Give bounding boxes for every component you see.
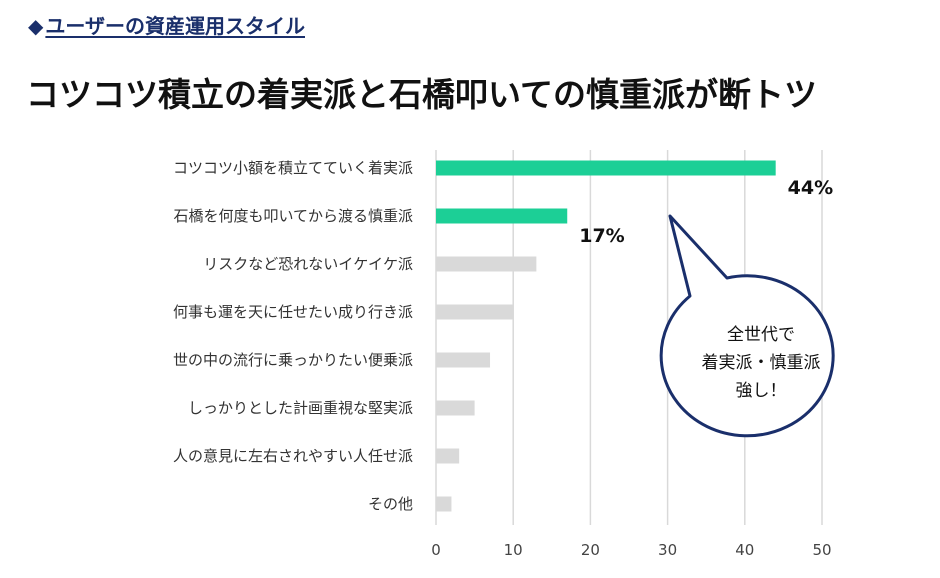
data-label-0: 44% (788, 177, 833, 199)
bar-6 (436, 448, 460, 464)
data-labels: 44% 17% (579, 177, 833, 247)
category-labels: コツコツ小額を積立てていく着実派石橋を何度も叩いてから渡る慎重派リスクなど恐れな… (173, 159, 413, 513)
x-tick-label: 20 (581, 541, 600, 559)
bar-5 (436, 400, 475, 416)
section-label-text: ユーザーの資産運用スタイル (45, 14, 305, 38)
x-tick-label: 0 (431, 541, 441, 559)
bar-1 (436, 208, 568, 224)
category-label: 世の中の流行に乗っかりたい便乗派 (173, 351, 413, 369)
x-tick-label: 40 (735, 541, 754, 559)
bar-3 (436, 304, 514, 320)
page-title: コツコツ積立の着実派と石橋叩いての慎重派が断トツ (26, 75, 818, 114)
bar-7 (436, 496, 452, 512)
category-label: 人の意見に左右されやすい人任せ派 (173, 447, 413, 465)
x-tick-label: 50 (812, 541, 831, 559)
x-tick-label: 30 (658, 541, 677, 559)
x-tick-labels: 0 10 20 30 40 50 (431, 541, 831, 559)
x-tick-label: 10 (504, 541, 523, 559)
bars (436, 160, 776, 512)
callout-line-2: 着実派・慎重派 (702, 353, 821, 373)
category-label: コツコツ小額を積立てていく着実派 (173, 159, 413, 177)
diamond-icon: ◆ (28, 14, 44, 38)
callout-line-1: 全世代で (727, 325, 795, 345)
data-label-1: 17% (579, 225, 624, 247)
bar-4 (436, 352, 491, 368)
bar-0 (436, 160, 776, 176)
bar-2 (436, 256, 537, 272)
category-label: リスクなど恐れないイケイケ派 (203, 255, 413, 273)
category-label: その他 (368, 495, 413, 513)
callout-speech-bubble-shape (659, 214, 835, 438)
category-label: 何事も運を天に任せたい成り行き派 (173, 303, 413, 321)
section-label: ◆ ユーザーの資産運用スタイル (28, 10, 305, 39)
callout-line-3: 強し！ (736, 381, 787, 401)
category-label: しっかりとした計画重視な堅実派 (188, 399, 413, 417)
callout-bubble: 全世代で 着実派・慎重派 強し！ (659, 214, 835, 438)
category-label: 石橋を何度も叩いてから渡る慎重派 (173, 207, 413, 225)
